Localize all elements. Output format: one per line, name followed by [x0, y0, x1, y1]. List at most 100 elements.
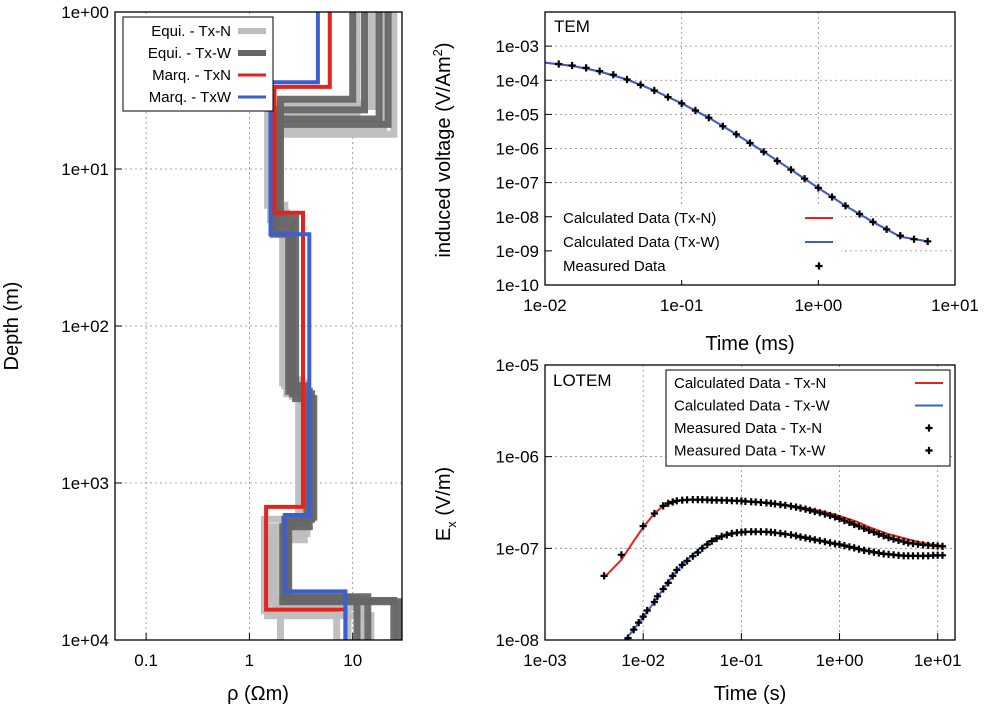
tem-x-tick-label: 1e-02 — [523, 296, 566, 315]
lotem-measured-txw-point — [713, 534, 721, 543]
tem-measured-point — [691, 106, 699, 115]
lotem-legend-marker — [925, 424, 933, 432]
lotem-panel-label: LOTEM — [553, 371, 612, 390]
tem-y-label-main: induced voltage (V/Am — [433, 56, 455, 257]
tem-measured-point — [760, 148, 768, 156]
lotem-measured-txn-point — [826, 511, 834, 520]
tem-measured-point — [650, 86, 658, 95]
model-y-tick-label: 1e+02 — [61, 317, 109, 336]
lotem-legend: Calculated Data - Tx-N Calculated Data - … — [665, 369, 951, 467]
lotem-y-tick-label: 1e-08 — [496, 631, 539, 650]
lotem-measured-txw-point — [708, 537, 716, 545]
lotem-frame — [544, 364, 956, 641]
lotem-chart: 1e-03 1e-02 1e-01 1e+00 1e+01 1e-05 1e-06 1e-07… — [433, 356, 962, 705]
lotem-measured-txn-point — [664, 499, 672, 507]
lotem-x-tick-label: 1e-03 — [523, 651, 566, 670]
tem-measured-point — [828, 193, 836, 201]
model-legend-label: Marq. - TxN — [152, 67, 231, 84]
lotem-measured-txn-point — [890, 535, 898, 543]
lotem-measured-txw-point — [792, 532, 800, 540]
lotem-y-tick-label: 1e-05 — [496, 356, 539, 375]
lotem-measured-txw-point — [855, 545, 863, 553]
lotem-measured-txn-point — [811, 507, 819, 516]
model-x-tick-label: 1 — [245, 651, 254, 670]
lotem-legend-marker — [925, 446, 933, 455]
lotem-measured-txn-point — [816, 509, 824, 517]
lotem-measured-txw-point — [664, 579, 672, 587]
lotem-measured-txn-point — [865, 526, 873, 534]
tem-measured-point — [609, 71, 617, 79]
lotem-measured-txn-point — [821, 510, 829, 518]
lotem-measured-txw-point — [669, 572, 677, 580]
tem-y-tick-label: 1e-09 — [496, 242, 539, 261]
lotem-y-tick-label: 1e-06 — [496, 448, 539, 467]
lotem-legend-box — [665, 369, 951, 467]
lotem-x-axis-label: Time (s) — [714, 683, 787, 705]
lotem-legend-label: Measured Data - Tx-W — [674, 443, 826, 460]
lotem-measured-txw-point — [673, 566, 681, 574]
lotem-measured-txw-point — [643, 606, 651, 615]
tem-y-tick-label: 1e-10 — [496, 276, 539, 295]
lotem-measured-txw-point — [703, 540, 711, 549]
lotem-x-tick-label: 1e-01 — [720, 651, 763, 670]
lotem-measured-txn-point — [806, 506, 814, 514]
tem-measured-point — [869, 218, 877, 226]
tem-y-label-end: ) — [433, 42, 455, 49]
lotem-measured-txw-point — [650, 598, 658, 606]
tem-chart: 1e-02 1e-01 1e+00 1e+01 1e-03 1e-04 1e-05 1e-06… — [430, 11, 979, 355]
tem-measured-point — [841, 202, 850, 210]
tem-measured-point — [787, 166, 795, 174]
tem-measured-point — [719, 122, 727, 130]
lotem-measured-txw-point — [635, 619, 643, 627]
lotem-measured-txn-point — [860, 524, 868, 532]
tem-measured-point — [664, 93, 672, 101]
lotem-measured-txw-point — [718, 532, 726, 540]
lotem-measured-txn-point — [850, 520, 858, 529]
tem-measured-point — [582, 64, 590, 72]
model-y-tick-label: 1e+04 — [61, 631, 109, 650]
model-legend-label: Marq. - TxW — [149, 89, 232, 106]
lotem-measured-txn-point — [650, 509, 658, 518]
tem-measured-point — [924, 237, 932, 245]
lotem-x-tick-label: 1e-02 — [621, 651, 664, 670]
tem-legend-marker — [815, 262, 823, 270]
lotem-measured-txw-point — [821, 538, 829, 546]
lotem-measured-txn-point — [801, 505, 810, 513]
tem-measured-point — [855, 210, 864, 218]
model-x-axis-label: ρ (Ωm) — [227, 683, 289, 705]
lotem-measured-txn-point — [669, 498, 677, 506]
model-ticks: 0.1 1 10 1e+00 1e+01 1e+02 1e+03 1e+04 — [61, 3, 362, 670]
lotem-measured-txw-point — [840, 542, 848, 550]
lotem-measured-txn-point — [855, 522, 863, 530]
lotem-plot-area — [600, 496, 947, 640]
lotem-measured-txn-point — [617, 551, 625, 559]
tem-panel-label: TEM — [554, 17, 590, 36]
tem-y-label-sup: 2 — [430, 49, 445, 56]
lotem-measured-txw-point — [630, 626, 638, 634]
lotem-measured-txn-point — [938, 542, 947, 550]
lotem-y-label-main: E — [433, 528, 455, 541]
model-marq-txw-line — [268, 12, 348, 640]
lotem-measured-txw-point — [624, 634, 632, 640]
lotem-measured-txw-point — [639, 613, 647, 621]
lotem-measured-txw-point — [845, 543, 853, 551]
lotem-y-tick-label: 1e-07 — [496, 539, 539, 558]
model-y-axis-label: Depth (m) — [1, 282, 23, 371]
model-legend-label: Equi. - Tx-W — [148, 45, 232, 62]
lotem-legend-label: Measured Data - Tx-N — [674, 420, 822, 437]
lotem-ticks: 1e-03 1e-02 1e-01 1e+00 1e+01 1e-05 1e-06 1e-07… — [496, 356, 962, 670]
tem-measured-point — [896, 232, 904, 240]
lotem-measured-txw-point — [850, 544, 858, 552]
tem-x-axis-label: Time (ms) — [705, 333, 794, 355]
tem-y-tick-label: 1e-07 — [496, 174, 539, 193]
tem-x-tick-label: 1e-01 — [660, 296, 703, 315]
lotem-x-tick-label: 1e+01 — [914, 651, 962, 670]
lotem-measured-txn-point — [870, 528, 878, 536]
lotem-measured-txw-point — [689, 552, 697, 560]
lotem-measured-txw-point — [694, 548, 702, 557]
tem-measured-point — [596, 67, 604, 75]
tem-measured-point — [746, 139, 754, 147]
tem-y-tick-label: 1e-04 — [496, 71, 539, 90]
model-equi-txw-line — [272, 12, 402, 640]
tem-measured-point — [732, 130, 740, 138]
